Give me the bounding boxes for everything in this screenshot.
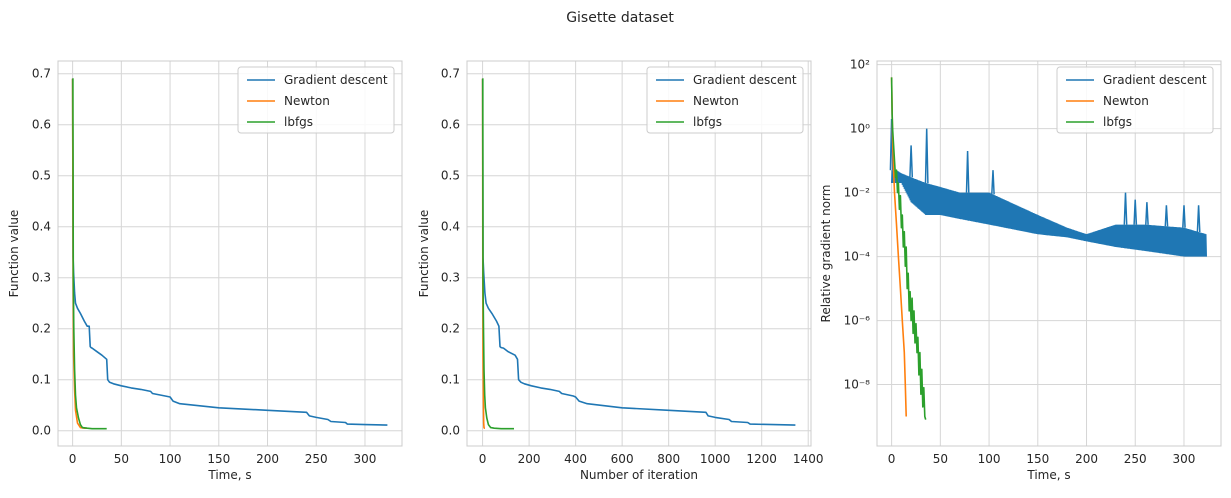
series-gradient-descent-spike [1133,199,1138,225]
y-tick-label: 0.5 [441,169,460,183]
x-tick-label: 200 [256,452,279,466]
x-tick-label: 100 [159,452,182,466]
legend-label: lbfgs [1103,115,1132,129]
series-gradient-descent-spike [1164,205,1169,227]
axes-frame [466,60,812,447]
legend-label: Newton [1103,94,1149,108]
axes-frame [57,60,403,447]
y-tick-label: 0.4 [441,220,460,234]
x-tick-label: 1200 [746,452,777,466]
axes-frame [876,60,1222,447]
y-tick-label: 10⁻² [844,186,871,200]
legend-label: lbfgs [284,115,313,129]
x-tick-label: 800 [657,452,680,466]
series-gradient-descent-spike [991,170,995,195]
y-tick-label: 0.5 [32,169,51,183]
y-tick-label: 0.6 [441,118,460,132]
y-tick-label: 0.7 [441,67,460,81]
y-tick-label: 0.0 [32,424,51,438]
x-axis-label: Time, s [1026,468,1070,482]
series-group [889,77,1207,420]
y-tick-label: 0.3 [32,271,51,285]
series-gradient-descent-spike [1196,205,1201,233]
x-tick-label: 250 [1124,452,1147,466]
y-axis-label: Relative gradient norm [819,185,833,323]
figure-title: Gisette dataset [566,10,674,26]
x-tick-label: 0 [479,452,487,466]
series-gradient-descent-line [891,170,1207,257]
x-tick-label: 50 [933,452,948,466]
x-tick-label: 150 [207,452,230,466]
y-tick-label: 10⁻⁴ [844,250,871,264]
x-tick-label: 300 [354,452,377,466]
y-tick-label: 0.1 [32,373,51,387]
x-tick-label: 100 [978,452,1001,466]
series-lbfgs-line [482,78,514,430]
y-tick-label: 0.1 [441,373,460,387]
series-group [71,78,388,430]
y-tick-label: 0.7 [32,67,51,81]
legend-label: lbfgs [693,115,722,129]
x-axis-label: Time, s [207,468,251,482]
legend-label: Gradient descent [693,73,797,87]
subplot-time-function-value: 0 50 100 150 200 250 300 0.0 0.1 0.2 0.3 0.4 0.5 0.6 0… [7,60,403,482]
x-tick-label: 250 [305,452,328,466]
y-tick-label: 0.6 [32,118,51,132]
y-tick-label: 0.3 [441,271,460,285]
series-lbfgs-line [72,78,107,430]
x-tick-label: 50 [114,452,129,466]
x-axis-label: Number of iteration [580,468,698,482]
series-gradient-descent-spike [909,145,914,178]
legend-label: Gradient descent [1103,73,1207,87]
x-tick-label: 300 [1173,452,1196,466]
y-tick-label: 10² [850,58,870,72]
x-tick-label: 1000 [700,452,731,466]
subplot-iteration-function-value: 0 200 400 600 800 1000 1200 1400 0.0 0.1 0.2 0.3 0.4… [417,60,824,482]
y-tick-label: 0.2 [441,322,460,336]
legend-box [1056,66,1214,134]
legend-label: Newton [693,94,739,108]
x-tick-label: 200 [1075,452,1098,466]
series-gradient-descent-spike [924,128,929,184]
y-tick-label: 0.0 [441,424,460,438]
y-tick-label: 10⁻⁶ [844,314,871,328]
y-axis-label: Function value [417,210,431,298]
y-axis-label: Function value [7,210,21,298]
series-lbfgs-line [890,77,927,420]
x-tick-label: 600 [611,452,634,466]
y-tick-label: 10⁻⁸ [844,378,871,392]
subplot-time-relative-gradient-norm: 0 50 100 150 200 250 300 10⁻⁸ 10⁻⁶ 10⁻⁴ 10⁻² 10⁰ 10²… [819,58,1222,482]
legend-label: Gradient descent [284,73,388,87]
x-tick-label: 200 [518,452,541,466]
x-tick-label: 0 [69,452,77,466]
series-gradient-descent-spike [1182,205,1186,228]
series-gradient-descent-line [481,78,796,426]
y-tick-label: 10⁰ [850,122,870,136]
series-group [481,78,796,430]
series-gradient-descent-spike [965,150,970,193]
legend-box [237,66,395,134]
series-gradient-descent-spike [1145,202,1149,225]
series-newton-line [890,77,907,417]
y-tick-label: 0.2 [32,322,51,336]
y-tick-label: 0.4 [32,220,51,234]
x-tick-label: 0 [888,452,896,466]
x-tick-label: 400 [564,452,587,466]
x-tick-label: 150 [1026,452,1049,466]
legend-label: Newton [284,94,330,108]
series-gradient-descent-spike [1123,192,1128,225]
x-tick-label: 1400 [793,452,824,466]
legend-box [646,66,804,134]
series-gradient-descent-line [71,78,388,426]
